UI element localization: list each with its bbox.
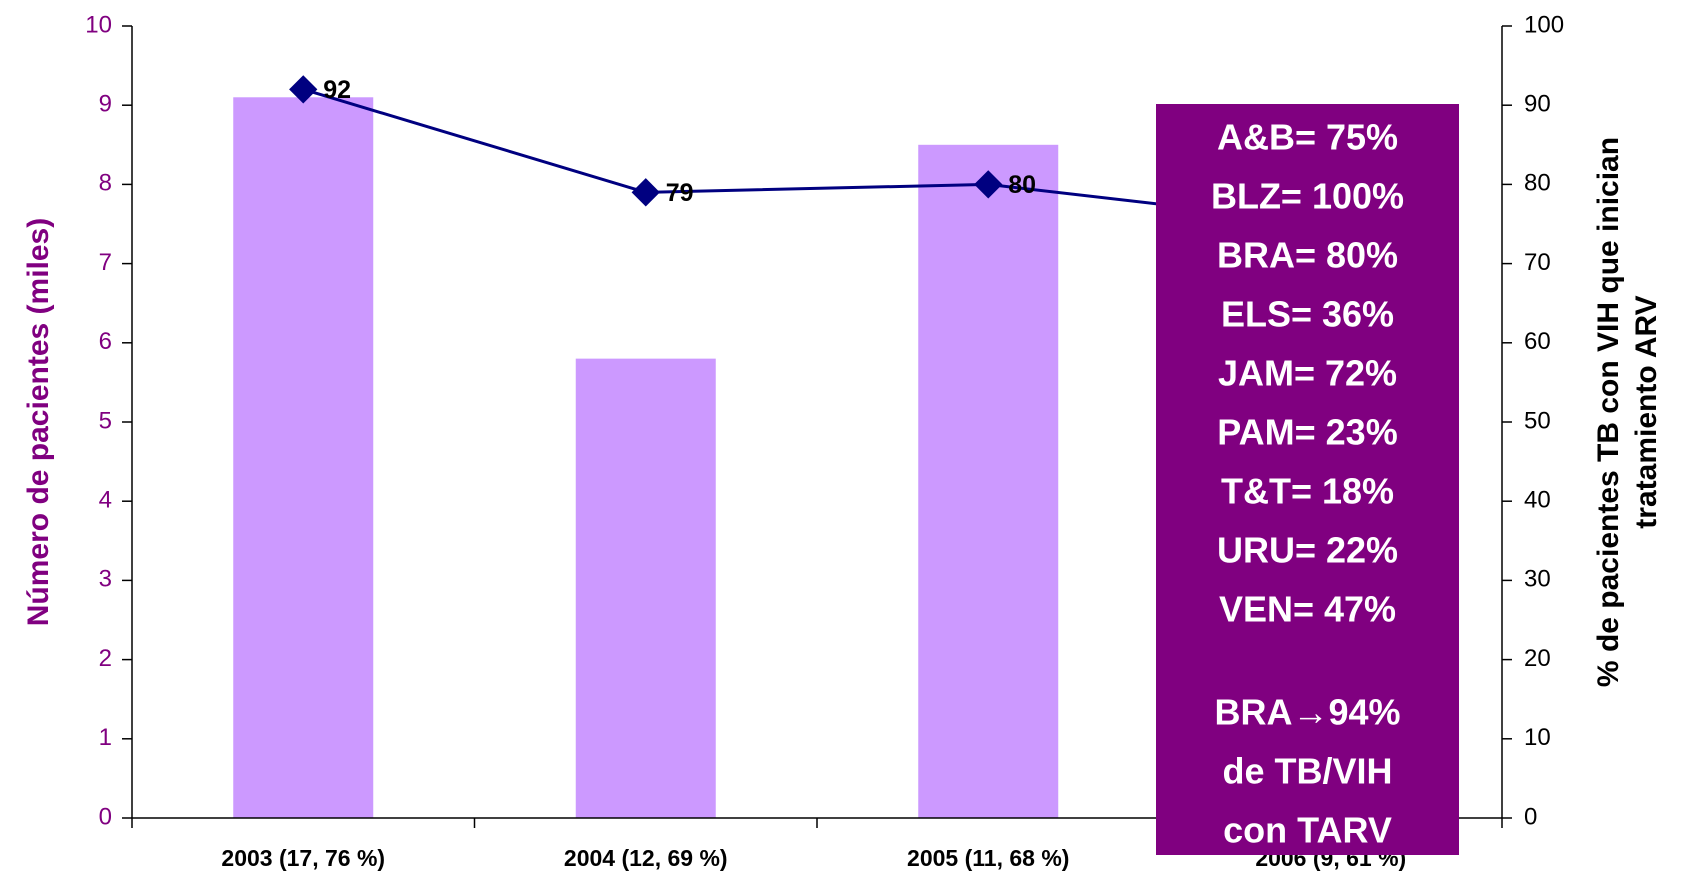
bar: [575, 358, 716, 818]
y2-tick-label: 70: [1524, 249, 1551, 276]
annotation-note: BRA→94%: [1214, 692, 1400, 733]
annotation-note: de TB/VIH: [1222, 751, 1392, 792]
annotation-line: T&T= 18%: [1221, 471, 1394, 512]
bar: [233, 97, 374, 818]
y-tick-label: 1: [99, 724, 112, 751]
y2-tick-label: 60: [1524, 328, 1551, 355]
y2-tick-label: 100: [1524, 11, 1564, 38]
line-marker: [631, 178, 660, 207]
y-tick-label: 9: [99, 91, 112, 118]
y-tick-label: 8: [99, 170, 112, 197]
bar: [918, 144, 1059, 819]
data-label: 80: [1008, 171, 1036, 199]
annotation-line: ELS= 36%: [1221, 294, 1394, 335]
x-tick-label: 2003 (17, 76 %): [221, 845, 385, 871]
annotation-line: PAM= 23%: [1217, 412, 1397, 453]
y-tick-label: 10: [85, 11, 112, 38]
annotation-line: A&B= 75%: [1217, 117, 1398, 158]
y2-tick-label: 10: [1524, 724, 1551, 751]
annotation-box: [1156, 104, 1459, 855]
x-tick-label: 2004 (12, 69 %): [564, 845, 728, 871]
y2-tick-label: 90: [1524, 91, 1551, 118]
y2-axis-title: tratamiento ARV: [1630, 295, 1663, 528]
y-tick-label: 2: [99, 645, 112, 672]
y2-tick-label: 20: [1524, 645, 1551, 672]
annotation-line: VEN= 47%: [1219, 589, 1396, 630]
y2-tick-label: 40: [1524, 487, 1551, 514]
data-label: 92: [323, 76, 351, 104]
data-label: 79: [666, 179, 694, 207]
annotation-line: BRA= 80%: [1217, 235, 1398, 276]
y2-axis-title: % de pacientes TB con VIH que inician: [1592, 137, 1625, 687]
x-tick-label: 2005 (11, 68 %): [907, 845, 1069, 871]
annotation-line: BLZ= 100%: [1211, 176, 1404, 217]
y-tick-label: 3: [99, 566, 112, 593]
y2-tick-label: 80: [1524, 170, 1551, 197]
y2-tick-label: 30: [1524, 566, 1551, 593]
y-tick-label: 5: [99, 407, 112, 434]
annotation-line: URU= 22%: [1217, 530, 1398, 571]
annotation-note: con TARV: [1223, 810, 1392, 851]
y-tick-label: 7: [99, 249, 112, 276]
line-marker: [974, 170, 1003, 199]
y-tick-label: 0: [99, 803, 112, 830]
y-tick-label: 4: [99, 487, 112, 514]
y2-tick-label: 0: [1524, 803, 1537, 830]
y-axis-title: Número de pacientes (miles): [22, 218, 55, 626]
y2-tick-label: 50: [1524, 407, 1551, 434]
y-tick-label: 6: [99, 328, 112, 355]
annotation-line: JAM= 72%: [1218, 353, 1397, 394]
